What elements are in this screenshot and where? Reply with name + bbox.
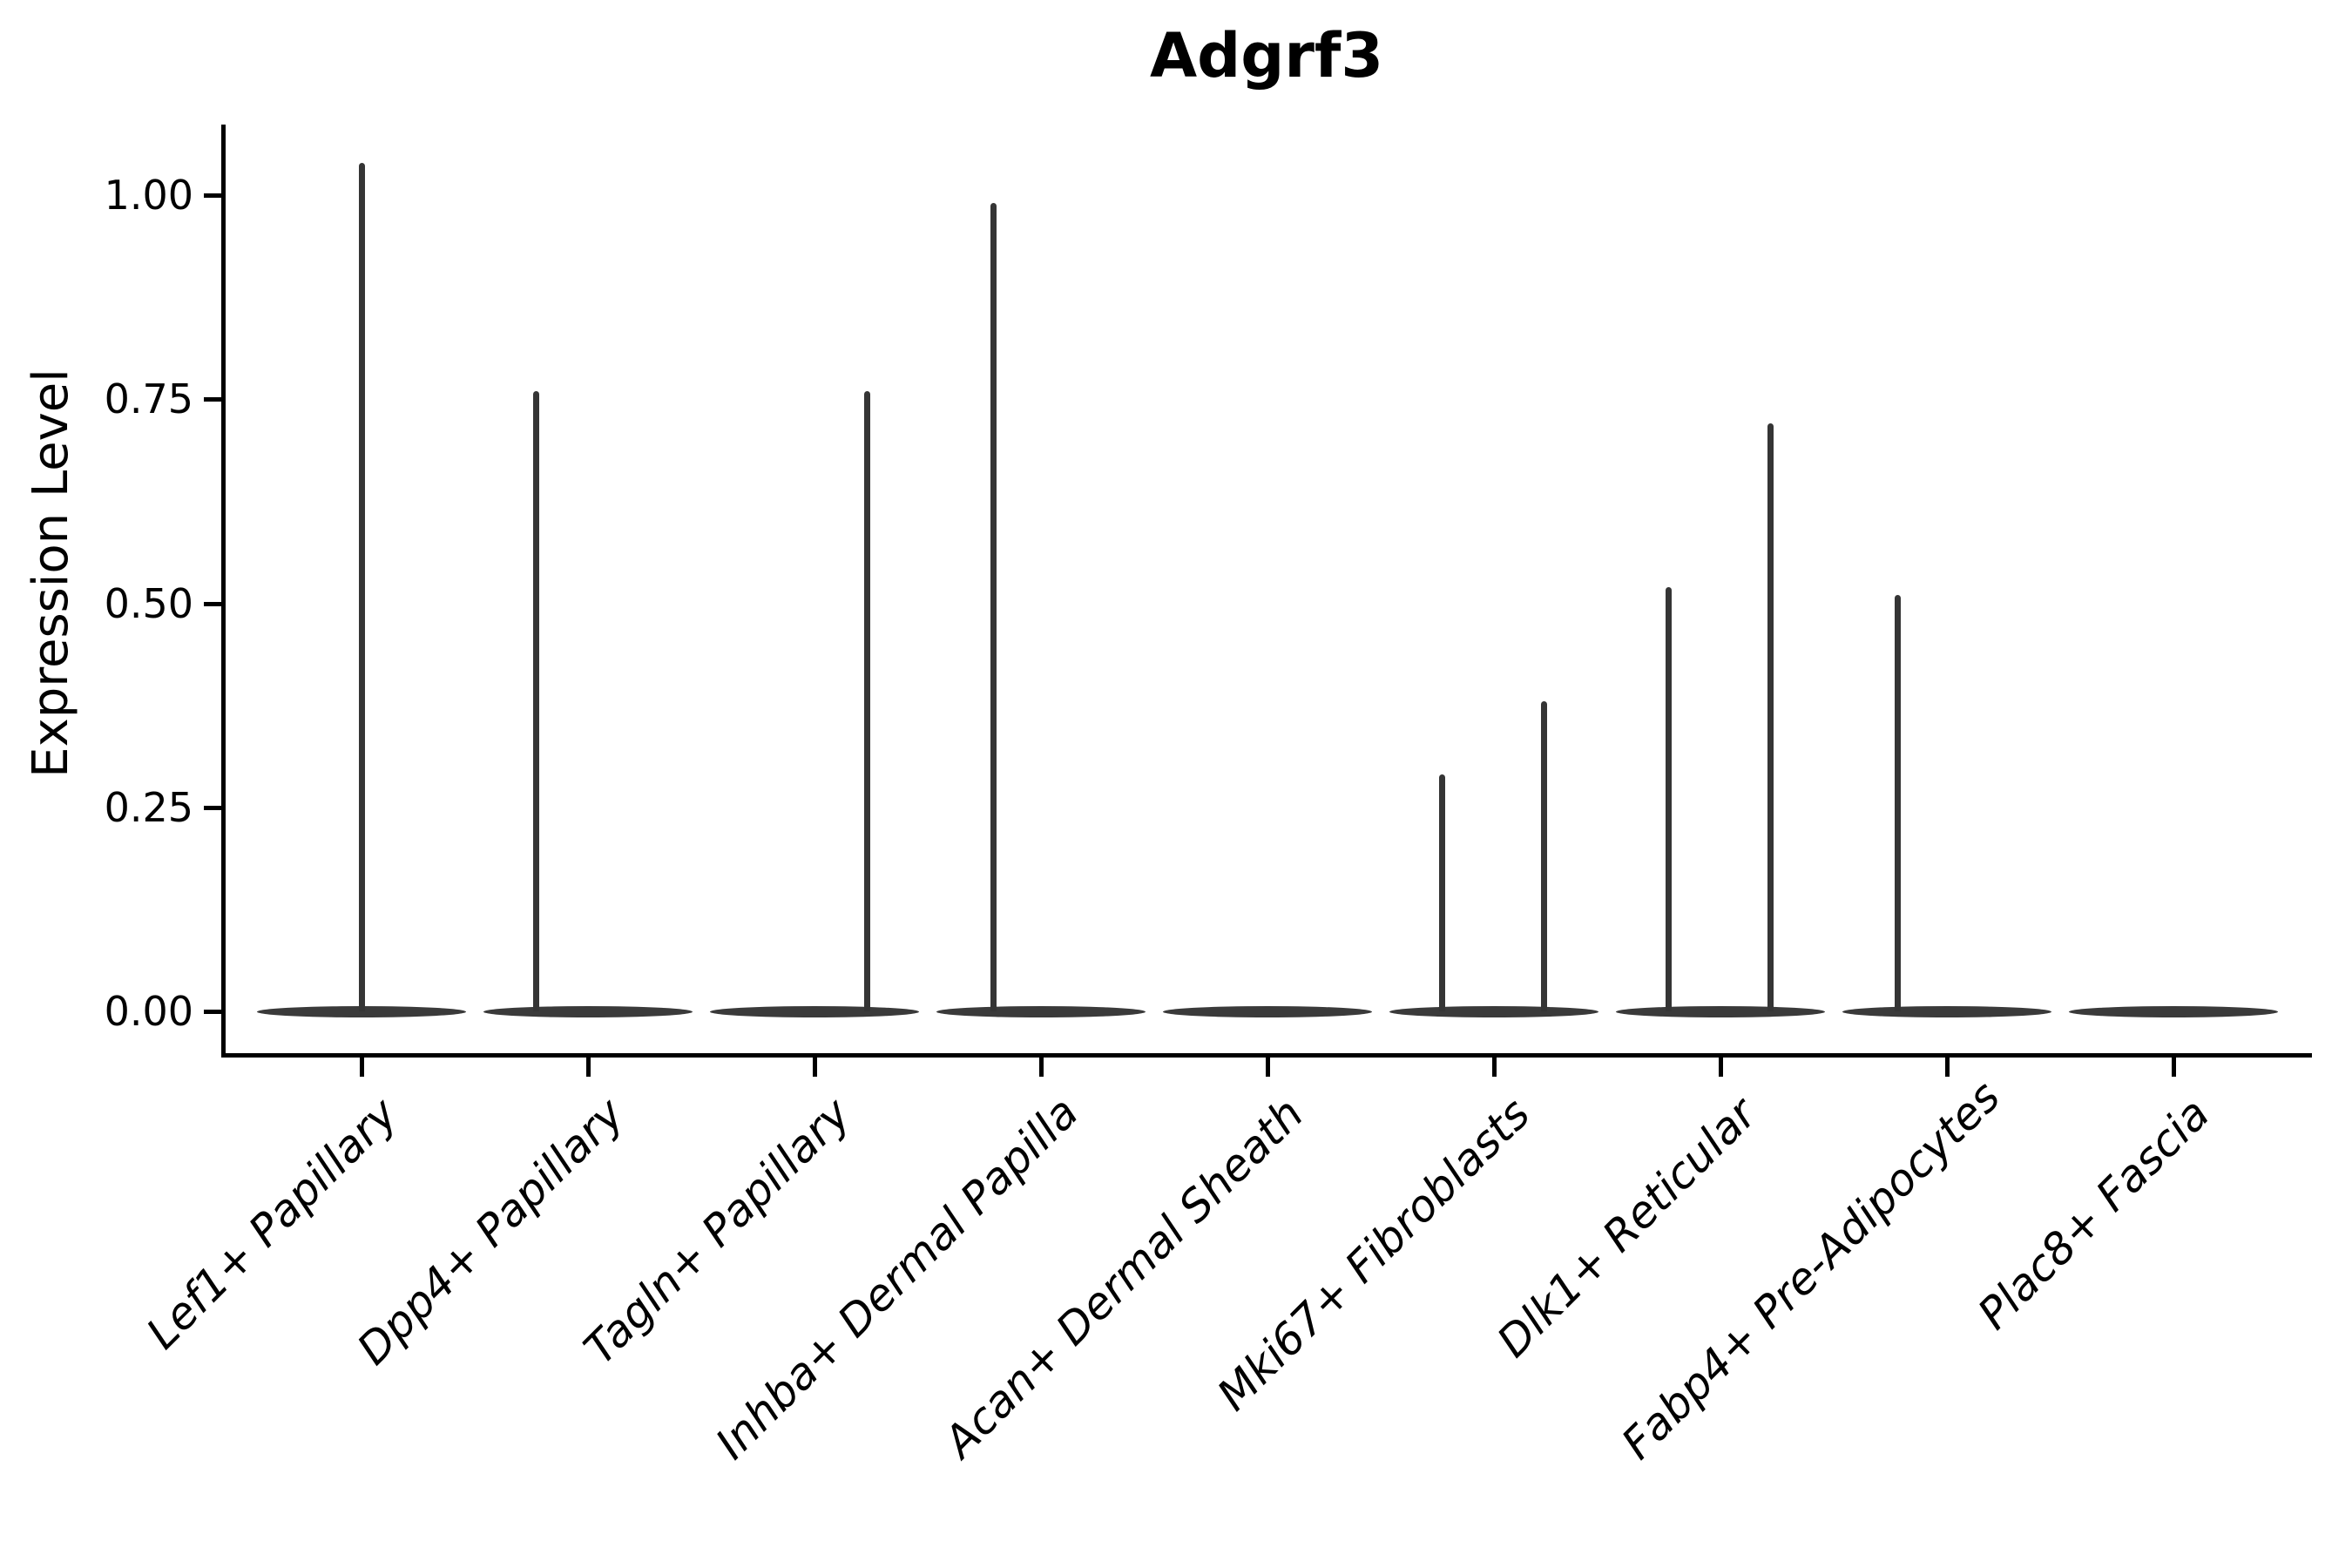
x-tick <box>1492 1058 1497 1077</box>
x-tick <box>1266 1058 1270 1077</box>
x-tick-label: Acan+ Dermal Sheath <box>934 1088 1314 1468</box>
x-tick-label: Plac8+ Fascia <box>1968 1088 2220 1340</box>
x-tick <box>1039 1058 1044 1077</box>
y-tick-label: 1.00 <box>104 172 193 219</box>
violin-spike <box>1767 423 1774 1011</box>
violin-spike <box>864 391 870 1011</box>
violin-body <box>257 1006 466 1017</box>
violin-body <box>1389 1006 1598 1017</box>
chart-title: Adgrf3 <box>1149 20 1384 91</box>
x-tick-label: Dpp4+ Papillary <box>347 1088 634 1375</box>
y-tick <box>204 397 221 402</box>
violin-body <box>1163 1006 1372 1017</box>
x-tick-label: Mki67+ Fibroblasts <box>1207 1088 1540 1421</box>
y-tick <box>204 601 221 606</box>
y-tick-label: 0.50 <box>104 579 193 627</box>
violin-spike <box>533 391 539 1011</box>
violin-spike <box>1541 701 1547 1011</box>
x-axis-spine <box>221 1053 2312 1058</box>
violin-spike <box>1666 587 1672 1011</box>
y-tick <box>204 193 221 198</box>
x-tick <box>1945 1058 1950 1077</box>
x-tick <box>2172 1058 2176 1077</box>
violin-body <box>1842 1006 2051 1017</box>
violin-body <box>2069 1006 2278 1017</box>
x-tick <box>360 1058 364 1077</box>
x-tick <box>1719 1058 1723 1077</box>
y-tick-label: 0.00 <box>104 988 193 1035</box>
y-tick <box>204 805 221 810</box>
x-tick <box>586 1058 591 1077</box>
y-tick-label: 0.75 <box>104 375 193 423</box>
violin-body <box>483 1006 693 1017</box>
violin-body <box>1616 1006 1825 1017</box>
violin-spike <box>359 163 365 1011</box>
violin-body <box>710 1006 919 1017</box>
violin-spike <box>1439 774 1445 1011</box>
y-axis-spine <box>221 125 226 1058</box>
violin-spike <box>1895 595 1901 1011</box>
x-tick-label: Tagln+ Papillary <box>574 1088 861 1375</box>
violin-spike <box>990 203 997 1011</box>
x-tick <box>813 1058 817 1077</box>
x-tick-label: Lef1+ Papillary <box>137 1088 408 1359</box>
violin-body <box>936 1006 1146 1017</box>
x-tick-label: Fabp4+ Pre-Adipocytes <box>1612 1071 2010 1470</box>
y-tick-label: 0.25 <box>104 783 193 831</box>
x-tick-label: Inhba+ Dermal Papilla <box>706 1086 1088 1470</box>
y-tick <box>204 1010 221 1014</box>
x-tick-label: Dlk1+ Reticular <box>1487 1088 1767 1368</box>
